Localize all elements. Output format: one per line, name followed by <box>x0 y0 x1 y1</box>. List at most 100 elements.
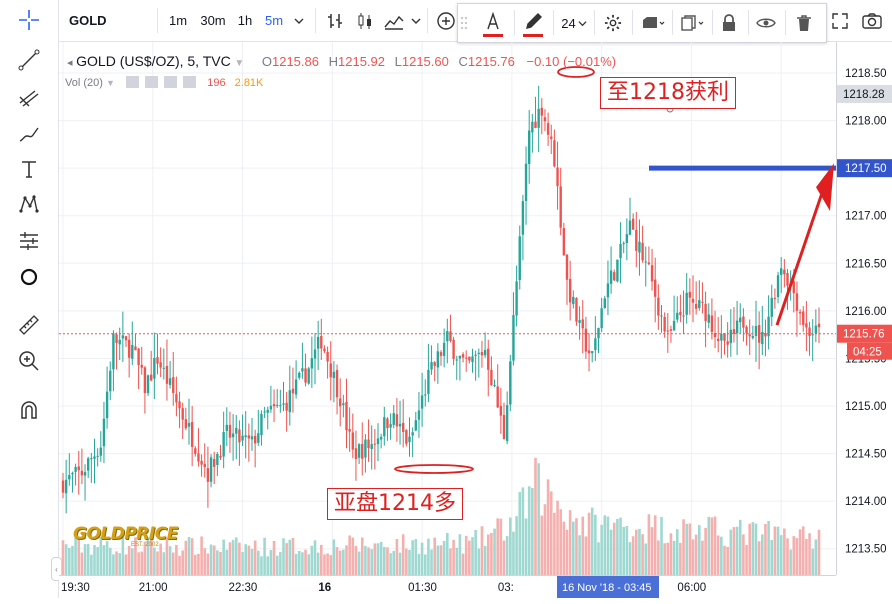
candle-body <box>326 351 329 362</box>
candle-body <box>474 354 477 356</box>
settings-gear-icon[interactable] <box>598 4 628 42</box>
annotation-take-profit[interactable]: 至1218获利 <box>600 77 736 109</box>
volume-bar <box>738 519 742 575</box>
candle-body <box>811 334 814 336</box>
annotation-asia-buy[interactable]: 亚盘1214多 <box>327 488 463 520</box>
volume-bar <box>672 540 676 575</box>
magnet-icon[interactable] <box>14 395 44 425</box>
volume-bar <box>357 551 361 575</box>
price-axis[interactable]: 1218.50 1218.00 1217.50 1217.00 1216.50 1216.… <box>836 42 892 575</box>
legend-high: 1215.92 <box>338 54 385 69</box>
legend-dropdown-icon[interactable]: ▼ <box>234 58 245 69</box>
volume-bar <box>461 553 465 575</box>
crosshair-icon[interactable] <box>14 5 44 35</box>
volume-bar <box>477 548 481 575</box>
bar-style-icon[interactable] <box>322 0 348 41</box>
time-tick-label: 01:30 <box>408 582 437 594</box>
candle-body <box>398 423 402 427</box>
ruler-icon[interactable] <box>14 310 44 340</box>
interval-5m[interactable]: 5m <box>264 13 284 28</box>
candle-body <box>109 370 112 392</box>
candle-body <box>713 332 717 338</box>
target-arrow[interactable] <box>775 186 826 326</box>
candle-body <box>776 275 780 298</box>
volume-bar <box>486 534 490 575</box>
candle-body <box>332 371 336 379</box>
volume-bar <box>275 555 279 575</box>
camera-icon[interactable] <box>859 0 885 41</box>
legend-change: −0.10 (−0.01%) <box>526 54 617 69</box>
interval-30m[interactable]: 30m <box>200 13 226 28</box>
volume-bar <box>521 487 525 575</box>
candle-body <box>96 455 99 457</box>
volume-dropdown-icon[interactable]: ▼ <box>105 78 115 88</box>
last-price-badge-text: 1215.76 <box>843 329 885 341</box>
price-tick-label: 1214.50 <box>845 449 887 461</box>
volume-bar <box>124 554 128 575</box>
visual-order-icon[interactable] <box>635 4 669 42</box>
high-ellipse[interactable] <box>557 66 595 78</box>
chart-pane[interactable]: ◂ GOLD (US$/OZ), 5, TVC ▼ O1215.86 H1215… <box>51 42 836 581</box>
interval-1m[interactable]: 1m <box>168 13 188 28</box>
font-size-select[interactable]: 24 <box>557 4 591 42</box>
candle-style-icon[interactable] <box>352 0 378 41</box>
volume-bar <box>685 523 688 575</box>
time-tick-label: 03: <box>498 582 514 594</box>
eye-icon[interactable] <box>750 4 782 42</box>
study-more-icon[interactable] <box>183 76 197 88</box>
compare-add-icon[interactable] <box>433 0 459 41</box>
interval-dropdown-icon[interactable] <box>291 0 307 41</box>
volume-bar <box>590 507 594 575</box>
indicators-icon[interactable] <box>381 0 407 41</box>
zoom-in-icon[interactable] <box>14 346 44 376</box>
pattern-icon[interactable] <box>14 190 44 220</box>
drag-handle-icon[interactable] <box>458 4 470 42</box>
volume-bar <box>635 529 638 575</box>
prediction-icon[interactable] <box>14 226 44 256</box>
interval-1h[interactable]: 1h <box>237 13 253 28</box>
clone-icon[interactable] <box>675 4 709 42</box>
fullscreen-icon[interactable] <box>827 0 853 41</box>
volume-bar <box>449 548 452 575</box>
candle-body <box>209 457 213 482</box>
volume-bar <box>518 492 522 575</box>
legend-arrow-icon[interactable]: ◂ <box>67 57 73 69</box>
trash-icon[interactable] <box>788 4 820 42</box>
candle-body <box>704 303 707 321</box>
candle-body <box>685 292 688 315</box>
brush-icon[interactable] <box>14 118 44 148</box>
volume-bar <box>228 542 232 575</box>
volume-bar <box>531 487 534 575</box>
volume-bar <box>401 534 405 575</box>
text-tool-icon[interactable] <box>14 154 44 184</box>
candle-body <box>213 458 216 467</box>
volume-bar <box>68 547 71 575</box>
lock-icon[interactable] <box>714 4 744 42</box>
candle-body <box>717 338 720 342</box>
volume-study-title[interactable]: Vol (20) <box>65 77 103 89</box>
candle-body <box>112 333 115 370</box>
chevron-left-icon[interactable]: ‹ <box>51 557 62 581</box>
ellipse-icon[interactable] <box>14 262 44 292</box>
low-ellipse[interactable] <box>394 464 474 474</box>
study-visibility-icon[interactable] <box>125 76 139 88</box>
trend-line-icon[interactable] <box>14 45 44 75</box>
pitchfork-icon[interactable] <box>14 82 44 112</box>
price-chart[interactable] <box>59 42 836 575</box>
study-close-icon[interactable] <box>164 76 178 88</box>
volume-bar <box>241 552 244 575</box>
symbol-search[interactable]: GOLD <box>69 13 107 28</box>
font-size-value: 24 <box>561 15 576 31</box>
candle-body <box>739 317 742 323</box>
study-settings-icon[interactable] <box>145 76 159 88</box>
candle-body <box>354 448 358 460</box>
text-color-icon[interactable] <box>478 4 508 42</box>
line-color-icon[interactable] <box>518 4 548 42</box>
chevron-down-icon[interactable] <box>409 0 423 41</box>
legend-title[interactable]: GOLD (US$/OZ), 5, TVC <box>76 53 231 69</box>
candle-body <box>471 356 474 363</box>
high-price-badge-text: 1218.28 <box>843 89 885 101</box>
volume-bar <box>543 504 547 575</box>
